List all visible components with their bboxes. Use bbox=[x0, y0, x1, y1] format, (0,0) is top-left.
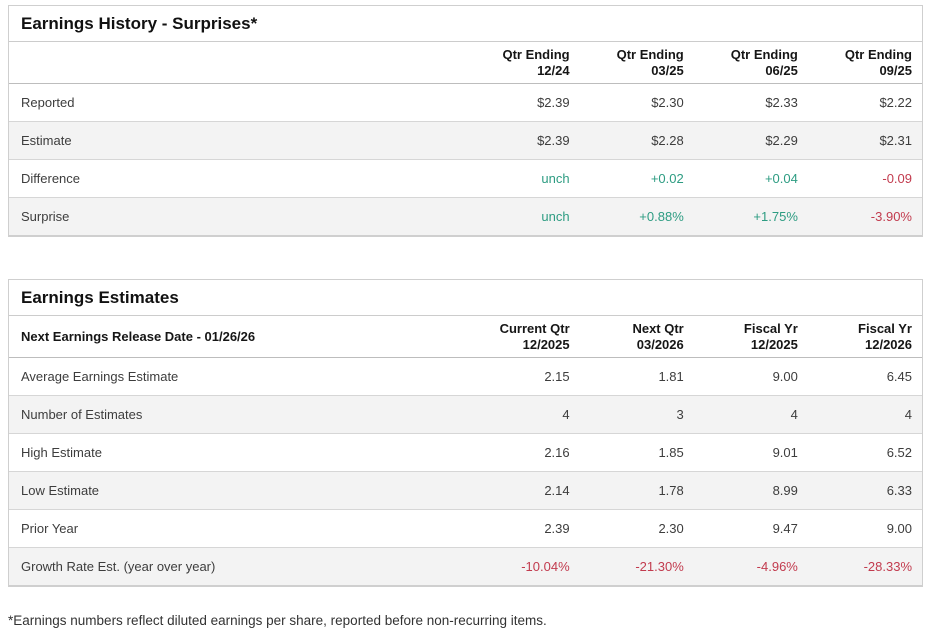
row-label: Estimate bbox=[9, 121, 466, 161]
cell-value: -28.33% bbox=[863, 559, 912, 575]
cell-value: +0.04 bbox=[693, 159, 808, 199]
table-row-growth-rate: Growth Rate Est. (year over year) -10.04… bbox=[9, 547, 922, 586]
cell-value: unch bbox=[465, 159, 580, 199]
cell-value: $2.33 bbox=[693, 83, 808, 123]
cell-value: $2.29 bbox=[693, 121, 808, 161]
cell-value: 9.01 bbox=[693, 433, 808, 473]
history-label-header bbox=[9, 42, 466, 85]
cell-value: +1.75% bbox=[753, 209, 798, 225]
row-label: Prior Year bbox=[9, 509, 466, 549]
column-header-fiscal-yr-2026: Fiscal Yr 12/2026 bbox=[807, 316, 922, 359]
earnings-estimates-title: Earnings Estimates bbox=[9, 280, 922, 317]
column-header-qtr-0625: Qtr Ending 06/25 bbox=[693, 42, 808, 85]
column-header-fiscal-yr-2025: Fiscal Yr 12/2025 bbox=[693, 316, 808, 359]
cell-value: 2.39 bbox=[465, 509, 580, 549]
table-row-surprise: Surprise unch +0.88% +1.75% -3.90% bbox=[9, 197, 922, 236]
row-label: Surprise bbox=[21, 209, 70, 225]
earnings-history-table: Qtr Ending 12/24 Qtr Ending 03/25 Qtr Endi… bbox=[9, 42, 922, 236]
cell-value: 4 bbox=[693, 395, 808, 435]
cell-value: 9.00 bbox=[693, 357, 808, 397]
column-header-qtr-0925: Qtr Ending 09/25 bbox=[807, 42, 922, 85]
table-row-high-estimate: High Estimate 2.16 1.85 9.01 6.52 bbox=[9, 433, 922, 473]
cell-value: 6.45 bbox=[807, 357, 922, 397]
cell-value: -4.96% bbox=[756, 559, 798, 575]
table-row-estimate: Estimate $2.39 $2.28 $2.29 $2.31 bbox=[9, 121, 922, 161]
row-label: Growth Rate Est. (year over year) bbox=[21, 559, 216, 575]
column-header-qtr-1224: Qtr Ending 12/24 bbox=[465, 42, 580, 85]
earnings-history-header-row: Qtr Ending 12/24 Qtr Ending 03/25 Qtr Endi… bbox=[9, 42, 922, 85]
cell-value: $2.22 bbox=[807, 83, 922, 123]
cell-value: 2.16 bbox=[465, 433, 580, 473]
cell-value: $2.39 bbox=[465, 83, 580, 123]
cell-value: 8.99 bbox=[693, 471, 808, 511]
next-earnings-release-date: Next Earnings Release Date - 01/26/26 bbox=[9, 316, 466, 359]
cell-value: -21.30% bbox=[635, 559, 684, 575]
column-header-next-qtr: Next Qtr 03/2026 bbox=[579, 316, 694, 359]
table-row-number-of-estimates: Number of Estimates 4 3 4 4 bbox=[9, 395, 922, 435]
cell-value: 1.78 bbox=[579, 471, 694, 511]
cell-value: -0.09 bbox=[807, 159, 922, 199]
row-label: High Estimate bbox=[9, 433, 466, 473]
earnings-estimates-header-row: Next Earnings Release Date - 01/26/26 Cu… bbox=[9, 316, 922, 359]
table-row-low-estimate: Low Estimate 2.14 1.78 8.99 6.33 bbox=[9, 471, 922, 511]
cell-value: $2.31 bbox=[807, 121, 922, 161]
earnings-history-title: Earnings History - Surprises* bbox=[9, 6, 922, 43]
earnings-estimates-table: Next Earnings Release Date - 01/26/26 Cu… bbox=[9, 316, 922, 586]
table-row-reported: Reported $2.39 $2.30 $2.33 $2.22 bbox=[9, 83, 922, 123]
cell-value: 9.47 bbox=[693, 509, 808, 549]
cell-value: 2.15 bbox=[465, 357, 580, 397]
row-label: Reported bbox=[9, 83, 466, 123]
row-label: Average Earnings Estimate bbox=[9, 357, 466, 397]
earnings-footnote: *Earnings numbers reflect diluted earnin… bbox=[8, 613, 547, 629]
column-header-current-qtr: Current Qtr 12/2025 bbox=[465, 316, 580, 359]
cell-value: 4 bbox=[465, 395, 580, 435]
cell-value: -3.90% bbox=[870, 209, 912, 225]
cell-value: 6.33 bbox=[807, 471, 922, 511]
row-label: Low Estimate bbox=[9, 471, 466, 511]
cell-value: -10.04% bbox=[521, 559, 570, 575]
earnings-history-panel: Earnings History - Surprises* Qtr Ending… bbox=[8, 5, 923, 238]
cell-value: 2.14 bbox=[465, 471, 580, 511]
cell-value: 1.85 bbox=[579, 433, 694, 473]
cell-value: +0.02 bbox=[579, 159, 694, 199]
cell-value: $2.39 bbox=[465, 121, 580, 161]
cell-value: 2.30 bbox=[579, 509, 694, 549]
table-row-average-earnings-estimate: Average Earnings Estimate 2.15 1.81 9.00… bbox=[9, 357, 922, 397]
row-label: Difference bbox=[9, 159, 466, 199]
cell-value: 9.00 bbox=[807, 509, 922, 549]
cell-value: $2.30 bbox=[579, 83, 694, 123]
earnings-estimates-panel: Earnings Estimates Next Earnings Release… bbox=[8, 279, 923, 588]
cell-value: $2.28 bbox=[579, 121, 694, 161]
cell-value: unch bbox=[541, 209, 570, 225]
column-header-qtr-0325: Qtr Ending 03/25 bbox=[579, 42, 694, 85]
row-label: Number of Estimates bbox=[9, 395, 466, 435]
table-row-prior-year: Prior Year 2.39 2.30 9.47 9.00 bbox=[9, 509, 922, 549]
cell-value: +0.88% bbox=[639, 209, 684, 225]
cell-value: 4 bbox=[807, 395, 922, 435]
cell-value: 3 bbox=[579, 395, 694, 435]
cell-value: 6.52 bbox=[807, 433, 922, 473]
table-row-difference: Difference unch +0.02 +0.04 -0.09 bbox=[9, 159, 922, 199]
cell-value: 1.81 bbox=[579, 357, 694, 397]
